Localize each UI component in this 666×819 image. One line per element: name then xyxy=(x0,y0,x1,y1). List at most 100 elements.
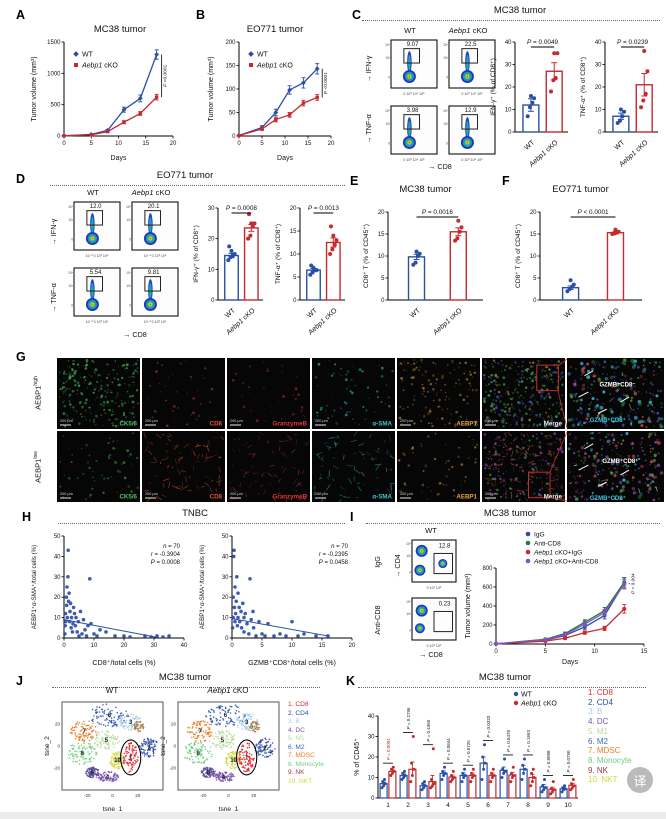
svg-text:20: 20 xyxy=(595,85,602,91)
panel-i-line-chart: 0 5 10 15 0 200 400 600 800 Days Tumor volume (mm³… xyxy=(465,532,648,667)
svg-text:0: 0 xyxy=(489,642,493,648)
svg-text:8: 8 xyxy=(526,802,530,809)
legend-item: 4. DC xyxy=(288,726,305,734)
svg-text:P = 0.0844: P = 0.0844 xyxy=(446,738,451,760)
svg-text:0 10³ 10⁵: 0 10³ 10⁵ xyxy=(427,586,442,590)
svg-text:10: 10 xyxy=(591,649,598,655)
svg-text:1: 1 xyxy=(245,755,249,761)
svg-text:0: 0 xyxy=(211,298,215,304)
svg-text:WT: WT xyxy=(306,307,319,320)
svg-text:10⁴: 10⁴ xyxy=(126,205,132,209)
svg-text:200 μm: 200 μm xyxy=(60,419,73,423)
svg-text:CD8⁺ T (% of CD45⁺): CD8⁺ T (% of CD45⁺) xyxy=(363,224,370,288)
svg-text:200 μm: 200 μm xyxy=(485,419,498,423)
svg-text:CK5/6: CK5/6 xyxy=(119,494,137,501)
micro-asma-high: α-SMA 200 μm xyxy=(312,358,395,429)
svg-text:5: 5 xyxy=(466,802,470,809)
legend-item: 6. M2 xyxy=(588,736,609,746)
svg-text:10⁴: 10⁴ xyxy=(443,109,449,113)
svg-text:9.07: 9.07 xyxy=(407,42,419,48)
svg-text:AEBP1: AEBP1 xyxy=(456,421,477,428)
panel-i-rule xyxy=(366,523,660,524)
svg-text:1: 1 xyxy=(129,755,133,761)
panel-a-line-chart: 0 5 10 15 20 0 500 1000 1500 Days Tumor volume (mm… xyxy=(31,40,177,162)
legend-item: 4. DC xyxy=(588,717,609,727)
svg-text:P = 0.0049: P = 0.0049 xyxy=(527,39,559,46)
svg-text:0: 0 xyxy=(129,237,131,241)
svg-text:6: 6 xyxy=(224,713,228,719)
flow-plot-d-wt-tnfa: 5.54 10⁴ 10³ 0 10⁻³ 0 10³ 10⁴ xyxy=(68,267,121,324)
svg-text:9: 9 xyxy=(546,802,550,809)
svg-text:10³: 10³ xyxy=(443,56,448,60)
svg-text:P = 0.0016: P = 0.0016 xyxy=(422,209,454,216)
svg-text:0: 0 xyxy=(57,134,61,140)
panel-c-label: C xyxy=(352,8,362,22)
panel-h-title: TNBC xyxy=(182,508,208,519)
svg-text:200 μm: 200 μm xyxy=(315,419,328,423)
micro-merge-zoom-low: GZMB⁺CD8⁺ GZMB⁺CD8⁺ xyxy=(567,431,664,502)
tsne-title-cko: Aebp1 cKO xyxy=(207,686,249,695)
svg-text:5: 5 xyxy=(381,276,385,282)
svg-text:Aebp1 cKO: Aebp1 cKO xyxy=(589,307,621,337)
flow-c-yaxis-tnfa: → TNF-α xyxy=(364,114,373,144)
svg-text:tsne_1: tsne_1 xyxy=(219,806,239,813)
svg-text:10⁻³ 0 10³ 10⁴: 10⁻³ 0 10³ 10⁴ xyxy=(144,254,167,258)
svg-text:12.9: 12.9 xyxy=(465,108,477,114)
svg-text:1500: 1500 xyxy=(47,40,61,46)
svg-text:Merge: Merge xyxy=(544,494,563,501)
svg-text:10⁴: 10⁴ xyxy=(68,271,74,275)
legend-item: 1. CD8 xyxy=(288,701,309,708)
panel-k-rule xyxy=(358,687,646,688)
svg-text:10: 10 xyxy=(114,758,121,764)
svg-text:9: 9 xyxy=(207,770,211,776)
tsne-title-wt: WT xyxy=(105,686,119,695)
flow-c-header-wt: WT xyxy=(404,26,416,35)
svg-text:r = -0.2395: r = -0.2395 xyxy=(319,552,349,558)
svg-text:0: 0 xyxy=(409,629,411,633)
legend-item: 5. M1 xyxy=(588,726,609,736)
panel-j-rule xyxy=(52,687,320,688)
svg-text:9.81: 9.81 xyxy=(148,270,160,276)
svg-text:CK5/6: CK5/6 xyxy=(119,421,137,428)
panel-j-title: MC38 tumor xyxy=(158,672,212,683)
svg-text:4: 4 xyxy=(222,775,226,781)
flow-plot-i-igg: 12.8 10⁴ 10³ 0 0 10³ 10⁵ xyxy=(406,539,457,590)
svg-text:10³: 10³ xyxy=(385,122,390,126)
translate-badge[interactable]: 译 xyxy=(627,767,653,793)
svg-text:5.54: 5.54 xyxy=(90,270,102,276)
svg-text:P = 0.4360: P = 0.4360 xyxy=(426,719,431,741)
flow-d-yaxis-tnfa: → TNF-α xyxy=(49,283,58,313)
svg-text:20: 20 xyxy=(251,793,257,798)
svg-text:200 μm: 200 μm xyxy=(145,419,158,423)
svg-text:10³: 10³ xyxy=(126,218,131,222)
svg-text:0: 0 xyxy=(62,643,66,649)
legend-item: 5. M1 xyxy=(288,735,305,742)
svg-text:15: 15 xyxy=(290,229,297,235)
svg-text:15: 15 xyxy=(530,232,537,238)
svg-text:9: 9 xyxy=(91,770,95,776)
svg-text:Aebp1 cKO: Aebp1 cKO xyxy=(432,307,464,337)
svg-text:20: 20 xyxy=(170,141,177,147)
svg-text:20: 20 xyxy=(368,755,375,761)
svg-text:20: 20 xyxy=(135,793,141,798)
svg-text:30: 30 xyxy=(368,735,375,741)
svg-text:-20: -20 xyxy=(53,766,60,771)
flow-c-xaxis-cd8: → CD8 xyxy=(428,162,452,171)
svg-text:WT: WT xyxy=(523,139,536,152)
svg-text:0: 0 xyxy=(371,796,375,802)
svg-text:GZMB⁺CD8⁺: GZMB⁺CD8⁺ xyxy=(590,417,626,424)
svg-text:40: 40 xyxy=(505,40,512,46)
svg-text:α-SMA: α-SMA xyxy=(372,494,392,501)
svg-text:P = 0.0790: P = 0.0790 xyxy=(566,750,571,772)
tsne-plot-cko: 6 3 7 5 8 2 10 1 9 4 -20 -20 0 0 20 20 tsne_1 tsne_2 xyxy=(160,701,280,813)
svg-text:Aebp1 cKO+IgG: Aebp1 cKO+IgG xyxy=(533,550,582,557)
svg-text:10³: 10³ xyxy=(385,56,390,60)
svg-text:P = 0.0239: P = 0.0239 xyxy=(617,39,649,46)
svg-text:200 μm: 200 μm xyxy=(315,492,328,496)
svg-text:30: 30 xyxy=(208,206,215,212)
legend-item: 7. MDSC xyxy=(288,752,315,759)
svg-text:0: 0 xyxy=(494,649,498,655)
svg-text:10⁻³ 0 10³ 10⁴: 10⁻³ 0 10³ 10⁴ xyxy=(86,320,109,324)
